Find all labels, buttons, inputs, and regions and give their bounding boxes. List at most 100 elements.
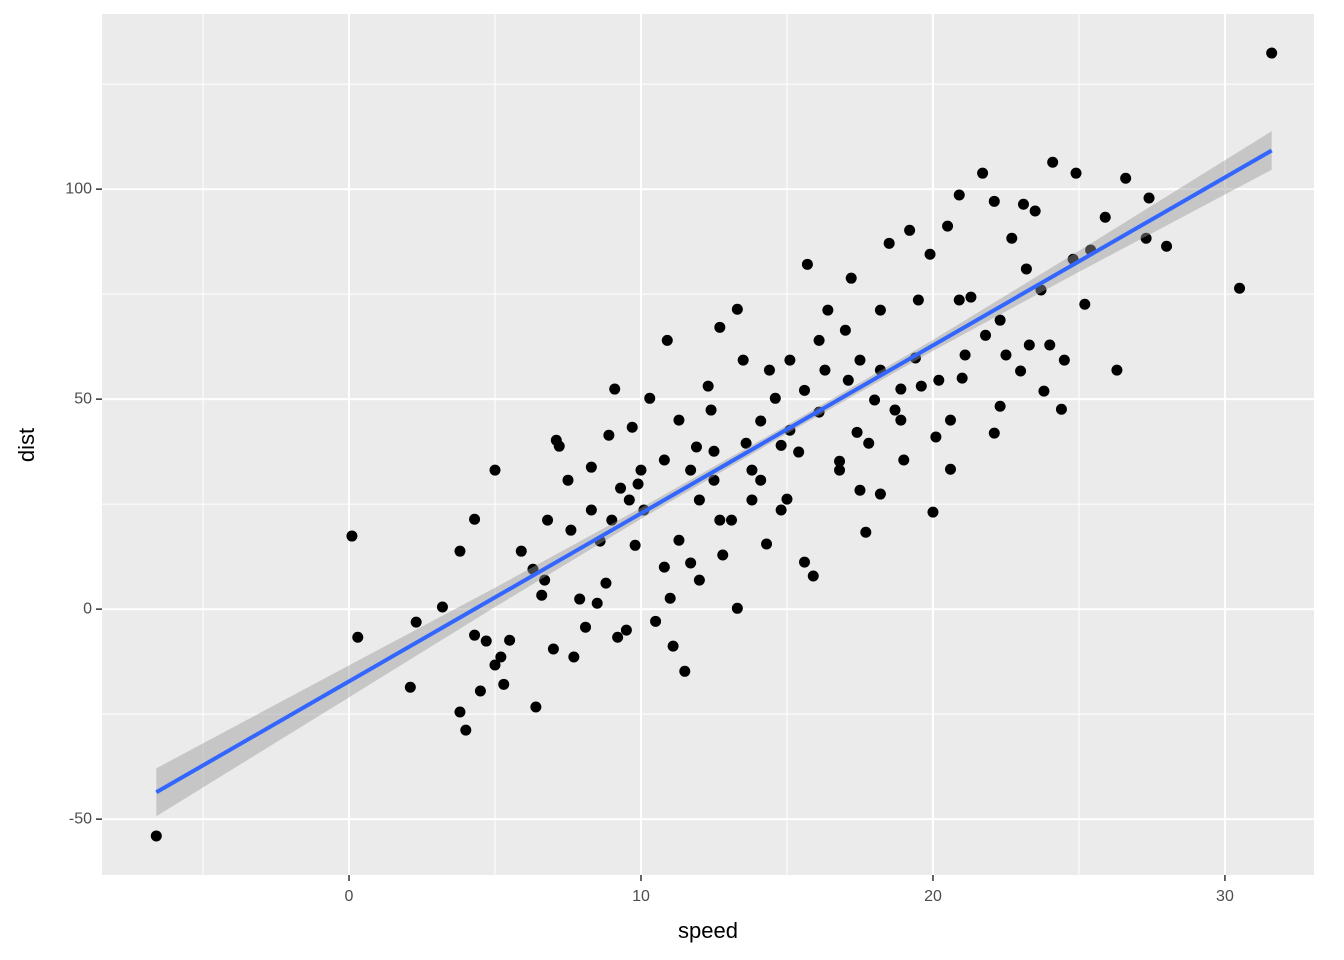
point: [746, 464, 758, 476]
point: [539, 574, 551, 586]
point: [761, 538, 773, 550]
point: [755, 474, 767, 486]
point: [606, 514, 618, 526]
point: [489, 659, 501, 671]
point: [1020, 263, 1032, 275]
point: [585, 461, 597, 473]
point: [1035, 284, 1047, 296]
x-tick-label: 0: [345, 888, 354, 905]
point: [612, 631, 624, 643]
point: [454, 545, 466, 557]
point: [953, 294, 965, 306]
point: [609, 383, 621, 395]
point: [495, 651, 507, 663]
point: [784, 354, 796, 366]
y-tick-label: -50: [69, 810, 92, 827]
point: [603, 429, 615, 441]
point: [956, 372, 968, 384]
point: [553, 440, 565, 452]
point: [436, 601, 448, 613]
point: [591, 597, 603, 609]
point: [685, 557, 697, 569]
point: [1111, 364, 1123, 376]
point: [1266, 47, 1278, 59]
point: [542, 514, 554, 526]
point: [959, 349, 971, 361]
point: [944, 463, 956, 475]
point: [930, 431, 942, 443]
point: [568, 651, 580, 663]
point: [1140, 232, 1152, 244]
point: [746, 494, 758, 506]
point: [944, 414, 956, 426]
point: [664, 592, 676, 604]
point: [565, 524, 577, 536]
point: [775, 439, 787, 451]
point: [693, 494, 705, 506]
point: [942, 220, 954, 232]
point: [547, 643, 559, 655]
point: [661, 334, 673, 346]
point: [474, 685, 486, 697]
confidence-band: [156, 131, 1272, 817]
point: [632, 478, 644, 490]
point: [708, 474, 720, 486]
regression-line: [155, 148, 1273, 794]
y-axis-title: dist: [14, 428, 39, 462]
point: [895, 414, 907, 426]
point: [775, 504, 787, 516]
point: [834, 455, 846, 467]
point: [685, 464, 697, 476]
point: [498, 678, 510, 690]
point: [585, 504, 597, 516]
point: [726, 514, 738, 526]
point: [860, 526, 872, 538]
point: [679, 665, 691, 677]
point: [504, 634, 516, 646]
point: [895, 383, 907, 395]
panel: [102, 14, 1314, 875]
point: [988, 427, 1000, 439]
point: [1015, 365, 1027, 377]
point: [807, 570, 819, 582]
point: [562, 474, 574, 486]
point: [798, 556, 810, 568]
marks: [150, 47, 1278, 842]
point: [731, 303, 743, 315]
point: [1023, 339, 1035, 351]
point: [1070, 167, 1082, 179]
point: [515, 545, 527, 557]
point: [793, 446, 805, 458]
point: [714, 514, 726, 526]
point: [781, 493, 793, 505]
point: [839, 324, 851, 336]
point: [454, 706, 466, 718]
point: [410, 616, 422, 628]
point: [650, 615, 662, 627]
point: [469, 629, 481, 641]
point: [1017, 198, 1029, 210]
point: [1055, 403, 1067, 415]
point: [994, 400, 1006, 412]
point: [822, 304, 834, 316]
point: [740, 437, 752, 449]
point: [600, 577, 612, 589]
point: [953, 189, 965, 201]
point: [933, 374, 945, 386]
point: [352, 631, 364, 643]
point: [854, 354, 866, 366]
point: [530, 701, 542, 713]
point: [1143, 192, 1155, 204]
point: [1047, 156, 1059, 168]
x-axis-title: speed: [678, 918, 738, 943]
point: [1079, 298, 1091, 310]
y-tick-label: 50: [74, 390, 92, 407]
point: [819, 364, 831, 376]
point: [842, 374, 854, 386]
point: [615, 482, 627, 494]
point: [489, 464, 501, 476]
point: [834, 464, 846, 476]
point: [854, 484, 866, 496]
point: [1099, 211, 1111, 223]
